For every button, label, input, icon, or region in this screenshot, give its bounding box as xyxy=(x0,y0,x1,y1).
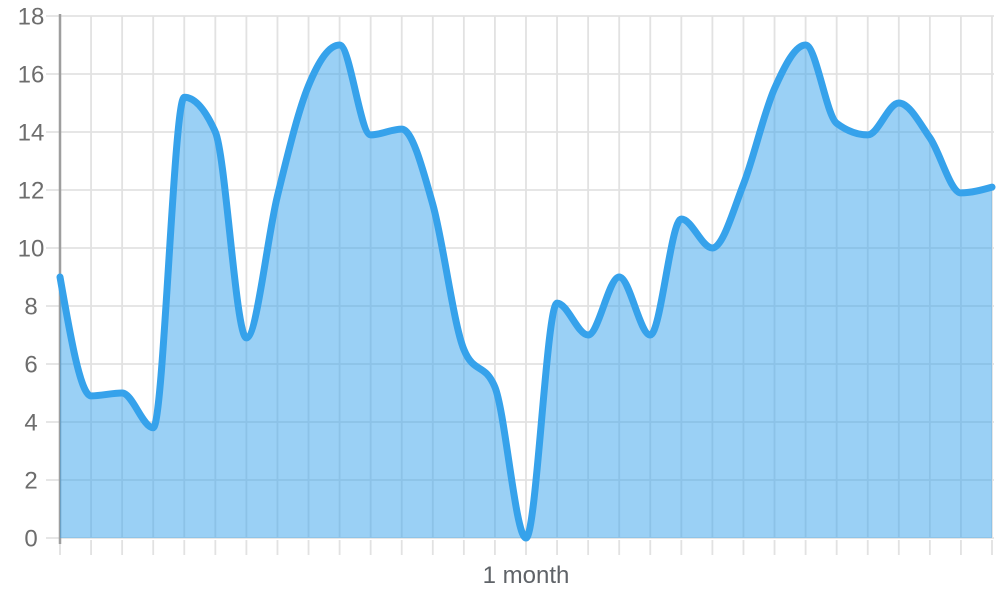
y-tick-label: 18 xyxy=(18,3,45,30)
series-line xyxy=(56,41,996,542)
y-tick-label: 4 xyxy=(24,409,37,436)
y-tick-label: 0 xyxy=(24,525,37,552)
y-tick-label: 14 xyxy=(18,119,45,146)
y-tick-label: 2 xyxy=(24,467,37,494)
series-area-fill xyxy=(60,45,992,538)
y-tick-label: 8 xyxy=(24,293,37,320)
y-tick-label: 12 xyxy=(18,177,45,204)
y-tick-label: 16 xyxy=(18,61,45,88)
y-tick-label: 10 xyxy=(18,235,45,262)
y-tick-label: 6 xyxy=(24,351,37,378)
